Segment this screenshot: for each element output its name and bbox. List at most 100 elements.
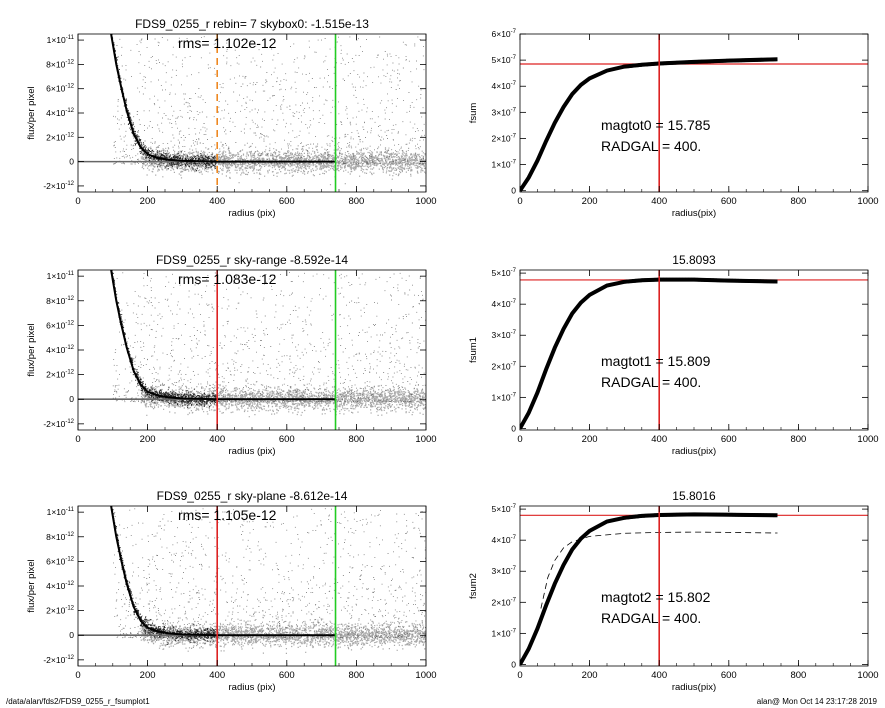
x-tick-label: 0 [517,670,522,681]
plot-area [78,270,426,430]
magtot-annotation: magtot1 = 15.809 [601,353,711,369]
plot-frame [519,269,869,431]
y-tick-label: 4×10-12 [46,581,74,591]
x-tick-label: 800 [348,434,364,445]
y-tick-label: 3×10-7 [492,330,517,340]
y-tick-label: 0 [69,394,74,404]
x-tick-label: 200 [140,434,156,445]
scatter-band [140,140,426,186]
plot-frame [519,505,869,667]
dashed-curve [540,531,778,609]
y-axis-label: fsum [468,103,479,124]
plot-area [78,34,426,192]
y-tick-label: 5×10-7 [492,268,517,278]
profile-curve [110,34,336,163]
x-tick-label: 1000 [857,670,878,681]
x-tick-label: 600 [721,196,737,207]
y-axis-label: fsum1 [468,337,479,363]
footer-timestamp: alan@ Mon Oct 14 23:17:28 2019 [756,697,877,706]
rms-annotation: rms= 1.083e-12 [178,271,277,287]
chart-panel-2: 0 200 400 600 800 1000 0 1×10-7 2×10-7 3×10-7 4×10… [468,29,879,219]
x-axis-label: radius(pix) [672,446,716,457]
y-tick-label: 4×10-12 [46,345,74,355]
x-tick-label: 600 [721,670,737,681]
y-tick-label: 0 [511,423,516,433]
chart-panel-6: 0 200 400 600 800 1000 0 1×10-7 2×10-7 3×10-7 4×10… [468,489,879,693]
y-tick-label: 2×10-7 [492,597,517,607]
x-tick-label: 200 [140,670,156,681]
y-axis-label: fsum2 [468,573,479,599]
scatter-points [111,270,426,418]
y-tick-label: 1×10-11 [47,35,75,45]
x-tick-label: 0 [75,434,80,445]
y-tick-label: -2×10-12 [43,419,74,429]
y-tick-label: 1×10-7 [492,392,517,402]
y-tick-label: 1×10-11 [47,271,75,281]
rms-annotation: rms= 1.102e-12 [178,35,277,51]
x-tick-label: 1000 [415,196,436,207]
x-tick-label: 400 [651,670,667,681]
chart-title: 15.8093 [672,253,716,267]
y-tick-label: -2×10-12 [43,181,74,191]
y-tick-label: 2×10-7 [492,133,517,143]
y-tick-label: 2×10-12 [46,370,74,380]
scatter-core [111,506,217,645]
scatter-outliers [113,36,426,165]
y-tick-label: 6×10-12 [46,556,74,566]
x-axis-label: radius (pix) [229,208,276,219]
x-axis-label: radius(pix) [672,682,716,693]
x-tick-label: 600 [279,434,295,445]
footer-path: /data/alan/fds2/FDS9_0255_r_fsumplot1 [6,697,150,706]
y-tick-label: 8×10-12 [46,59,74,69]
radgal-annotation: RADGAL = 400. [601,138,701,154]
y-tick-label: 2×10-12 [46,132,74,142]
scatter-core [111,270,217,408]
x-tick-label: 0 [517,434,522,445]
y-tick-label: 1×10-7 [492,628,517,638]
x-tick-label: 800 [790,670,806,681]
y-tick-label: -2×10-12 [43,655,74,665]
plot-area [520,34,868,192]
x-tick-label: 200 [582,434,598,445]
chart-title: FDS9_0255_r sky-range -8.592e-14 [156,253,348,267]
plot-area [78,506,426,666]
x-tick-label: 0 [517,196,522,207]
x-tick-label: 200 [582,196,598,207]
y-tick-label: 3×10-7 [492,566,517,576]
growth-curve [520,512,778,666]
chart-panel-3: 0 200 400 600 800 1000-2×10-1202×10-124×10-12… [26,253,437,457]
growth-curve [520,57,778,192]
x-tick-label: 400 [209,670,225,681]
y-tick-label: 2×10-7 [492,361,517,371]
x-tick-label: 0 [75,670,80,681]
growth-markers [622,57,777,69]
plot-frame [77,505,427,667]
magtot-annotation: magtot0 = 15.785 [601,117,711,133]
y-tick-label: 4×10-12 [46,108,74,118]
x-axis-label: radius(pix) [672,208,716,219]
y-tick-label: 3×10-7 [492,107,517,117]
chart-panel-5: 0 200 400 600 800 1000-2×10-1202×10-124×10-12… [26,489,437,693]
plot-area [520,270,868,430]
y-tick-label: 0 [511,659,516,669]
radgal-annotation: RADGAL = 400. [601,374,701,390]
x-tick-label: 600 [279,196,295,207]
y-tick-label: 8×10-12 [46,296,74,306]
growth-marker [772,279,777,284]
y-tick-label: 6×10-12 [46,320,74,330]
x-tick-label: 1000 [857,434,878,445]
growth-curve [520,277,778,430]
y-tick-label: 0 [69,630,74,640]
x-tick-label: 1000 [415,670,436,681]
y-tick-label: 8×10-12 [46,532,74,542]
x-tick-label: 400 [651,434,667,445]
chart-title: FDS9_0255_r rebin= 7 skybox0: -1.515e-13 [135,17,369,31]
growth-marker [772,513,777,518]
growth-marker [772,57,777,62]
x-tick-label: 0 [75,196,80,207]
x-tick-label: 600 [279,670,295,681]
growth-markers [622,512,777,520]
x-tick-label: 800 [790,196,806,207]
profile-curve [110,270,336,401]
y-axis-label: flux/per pixel [26,559,37,612]
